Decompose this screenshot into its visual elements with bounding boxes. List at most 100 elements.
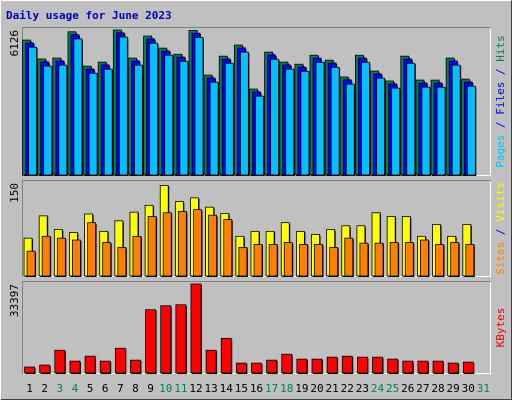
panel-shadow [22,180,491,277]
bar [179,60,189,176]
bar [69,360,81,374]
bar [224,62,234,176]
bar [117,247,127,277]
bar [421,86,431,176]
y-tick-label: 6126 [8,30,21,57]
legend-entry: Pages [494,135,507,168]
x-tick-label: 31 [477,382,490,395]
x-tick-label: 20 [310,382,323,395]
legend: KBytes [494,308,507,348]
bar [208,214,218,277]
bar [223,219,233,277]
bar [160,305,172,374]
bar [406,62,416,176]
bar [190,283,202,374]
bar [147,216,157,277]
bar [435,243,444,277]
x-tick-label: 28 [431,382,444,395]
bar [326,356,338,374]
bar [177,211,187,277]
bar [162,212,172,277]
bar [329,247,339,277]
x-tick-label: 18 [280,382,293,395]
x-tick-label: 10 [159,382,172,395]
bar [451,64,461,176]
bar [118,36,128,176]
x-tick-label: 1 [26,382,33,395]
x-tick-label: 13 [204,382,217,395]
legend-separator: / [494,62,507,82]
bar [84,355,96,374]
bar [465,243,475,277]
panel-shadow [22,281,491,374]
bar [462,361,474,374]
bar [283,242,293,277]
x-tick-label: 9 [147,382,154,395]
y-tick-label: 150 [8,183,21,203]
x-tick-label: 2 [41,382,48,395]
bar [298,243,308,277]
x-tick-label: 5 [87,382,94,395]
bar [420,239,429,277]
legend-entry: Sites [494,242,507,275]
bar [209,81,219,176]
x-tick-label: 29 [447,382,460,395]
bar [266,359,278,374]
x-tick-label: 30 [462,382,475,395]
bar [102,242,112,277]
bar [432,360,444,374]
bar [56,237,66,277]
bar [39,364,51,374]
bar [389,242,399,277]
bar [315,61,325,176]
x-tick-label: 16 [250,382,263,395]
bar [28,46,37,176]
bar [357,356,368,374]
bar [285,68,295,176]
legend-entry: Hits [494,35,507,62]
bar [88,72,98,176]
bar [417,360,429,374]
bar [134,64,143,176]
x-tick-label: 27 [416,382,429,395]
bar [314,243,323,277]
bar [268,243,278,277]
x-tick-label: 6 [102,382,109,395]
bar [281,353,293,374]
bar [130,359,141,374]
bar [436,86,446,176]
bar [345,83,355,176]
x-tick-label: 24 [371,382,385,395]
bar [391,87,401,176]
x-tick-label: 22 [341,382,354,395]
bar [311,358,323,374]
x-tick-label: 11 [174,382,187,395]
bar [447,362,459,374]
bar [300,70,310,176]
bar [238,247,248,277]
bar [87,222,96,277]
bar [404,242,414,277]
panel [22,281,491,374]
x-tick-label: 15 [235,382,248,395]
legend-entry: KBytes [494,308,507,348]
bar [387,358,399,374]
bar [205,349,217,374]
legend-separator: / [494,222,507,242]
bar [73,38,83,176]
x-tick-label: 14 [220,382,234,395]
bar [344,237,354,277]
bar [41,235,51,277]
y-tick-label: 33397 [8,284,21,317]
x-tick-label: 8 [132,382,139,395]
bar [374,242,384,277]
bar [149,42,158,176]
bar [58,64,68,176]
bar [164,54,174,176]
bar [114,347,126,374]
bar [26,250,36,277]
bar [361,61,370,176]
